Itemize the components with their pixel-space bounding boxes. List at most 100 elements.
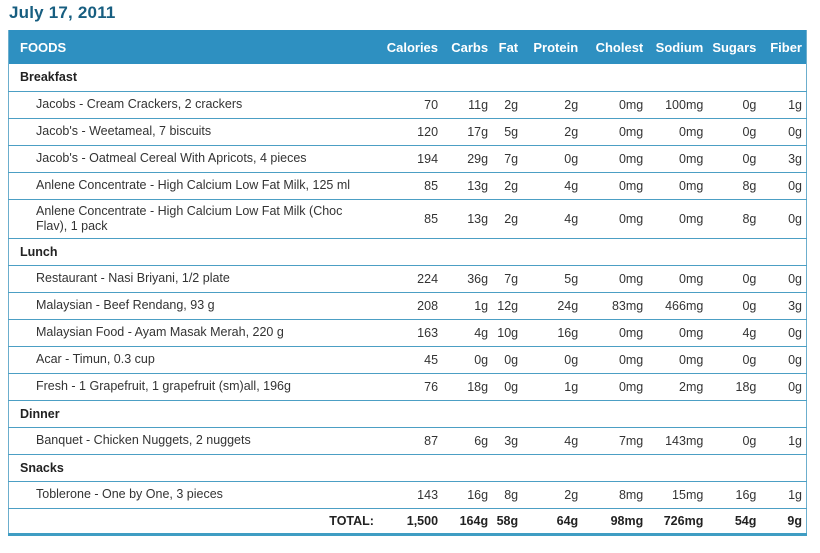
food-sodium: 143mg — [647, 427, 708, 455]
total-fat: 58g — [492, 508, 523, 536]
food-sugars: 0g — [707, 292, 761, 320]
food-protein: 0g — [522, 346, 583, 374]
food-fiber: 3g — [760, 292, 807, 320]
food-name: Malaysian Food - Ayam Masak Merah, 220 g — [8, 319, 378, 347]
food-protein: 5g — [522, 265, 583, 293]
food-name: Toblerone - One by One, 3 pieces — [8, 481, 378, 509]
food-row: Anlene Concentrate - High Calcium Low Fa… — [8, 172, 807, 200]
food-calories: 143 — [377, 481, 443, 509]
food-calories: 163 — [377, 319, 443, 347]
column-header-cholest: Cholest — [582, 30, 648, 64]
food-cholest: 8mg — [582, 481, 648, 509]
food-name: Jacobs - Cream Crackers, 2 crackers — [8, 91, 378, 119]
food-cholest: 0mg — [582, 145, 648, 173]
food-carbs: 16g — [442, 481, 493, 509]
food-cholest: 0mg — [582, 319, 648, 347]
food-calories: 85 — [377, 172, 443, 200]
total-calories: 1,500 — [377, 508, 443, 536]
food-calories: 70 — [377, 91, 443, 119]
column-header-calories: Calories — [377, 30, 443, 64]
food-carbs: 1g — [442, 292, 493, 320]
food-name: Fresh - 1 Grapefruit, 1 grapefruit (sm)a… — [8, 373, 378, 401]
food-sodium: 0mg — [647, 145, 708, 173]
food-cholest: 0mg — [582, 91, 648, 119]
food-sugars: 0g — [707, 91, 761, 119]
food-protein: 24g — [522, 292, 583, 320]
food-calories: 194 — [377, 145, 443, 173]
section-row-breakfast: Breakfast — [8, 64, 807, 92]
food-protein: 0g — [522, 145, 583, 173]
food-carbs: 4g — [442, 319, 493, 347]
food-name: Jacob's - Weetameal, 7 biscuits — [8, 118, 378, 146]
food-carbs: 6g — [442, 427, 493, 455]
food-row: Malaysian - Beef Rendang, 93 g 208 1g 12g 24… — [8, 292, 807, 320]
food-row: Fresh - 1 Grapefruit, 1 grapefruit (sm)a… — [8, 373, 807, 401]
food-fiber: 0g — [760, 373, 807, 401]
column-header-fiber: Fiber — [760, 30, 807, 64]
food-cholest: 0mg — [582, 118, 648, 146]
total-row: TOTAL: 1,500 164g 58g 64g 98mg 726mg 54g… — [8, 508, 807, 536]
food-protein: 2g — [522, 118, 583, 146]
food-row: Toblerone - One by One, 3 pieces 143 16g 8g… — [8, 481, 807, 509]
total-cholest: 98mg — [582, 508, 648, 536]
food-name: Acar - Timun, 0.3 cup — [8, 346, 378, 374]
food-carbs: 11g — [442, 91, 493, 119]
food-cholest: 0mg — [582, 373, 648, 401]
food-sugars: 8g — [707, 199, 761, 239]
date-title: July 17, 2011 — [9, 3, 116, 22]
food-name: Anlene Concentrate - High Calcium Low Fa… — [8, 199, 378, 239]
food-row: Acar - Timun, 0.3 cup 45 0g 0g 0g 0mg 0mg 0g 0g — [8, 346, 807, 374]
food-carbs: 29g — [442, 145, 493, 173]
food-carbs: 36g — [442, 265, 493, 293]
food-calories: 224 — [377, 265, 443, 293]
food-fiber: 3g — [760, 145, 807, 173]
food-cholest: 7mg — [582, 427, 648, 455]
food-protein: 1g — [522, 373, 583, 401]
food-sugars: 16g — [707, 481, 761, 509]
food-sodium: 100mg — [647, 91, 708, 119]
food-calories: 85 — [377, 199, 443, 239]
food-fat: 8g — [492, 481, 523, 509]
table-header-row: FOODS Calories Carbs Fat Protein Cholest… — [8, 30, 807, 64]
total-protein: 64g — [522, 508, 583, 536]
section-row-snacks: Snacks — [8, 454, 807, 482]
food-calories: 76 — [377, 373, 443, 401]
food-fiber: 0g — [760, 172, 807, 200]
food-cholest: 0mg — [582, 199, 648, 239]
food-sodium: 0mg — [647, 199, 708, 239]
food-fiber: 0g — [760, 199, 807, 239]
food-cholest: 0mg — [582, 265, 648, 293]
food-fiber: 0g — [760, 265, 807, 293]
food-protein: 4g — [522, 199, 583, 239]
section-name: Dinner — [8, 400, 807, 428]
food-name: Malaysian - Beef Rendang, 93 g — [8, 292, 378, 320]
food-sugars: 0g — [707, 265, 761, 293]
food-row: Jacob's - Oatmeal Cereal With Apricots, … — [8, 145, 807, 173]
column-header-foods: FOODS — [8, 30, 378, 64]
section-name: Snacks — [8, 454, 807, 482]
column-header-protein: Protein — [522, 30, 583, 64]
food-fiber: 1g — [760, 481, 807, 509]
food-sodium: 0mg — [647, 346, 708, 374]
total-sodium: 726mg — [647, 508, 708, 536]
food-name: Banquet - Chicken Nuggets, 2 nuggets — [8, 427, 378, 455]
section-row-lunch: Lunch — [8, 238, 807, 266]
food-calories: 87 — [377, 427, 443, 455]
food-cholest: 83mg — [582, 292, 648, 320]
food-cholest: 0mg — [582, 172, 648, 200]
food-sodium: 15mg — [647, 481, 708, 509]
food-sodium: 0mg — [647, 118, 708, 146]
food-row: Anlene Concentrate - High Calcium Low Fa… — [8, 199, 807, 239]
food-fat: 0g — [492, 346, 523, 374]
food-protein: 2g — [522, 91, 583, 119]
total-label: TOTAL: — [8, 508, 378, 536]
food-fiber: 0g — [760, 118, 807, 146]
food-sodium: 466mg — [647, 292, 708, 320]
column-header-fat: Fat — [492, 30, 523, 64]
food-protein: 4g — [522, 172, 583, 200]
section-name: Lunch — [8, 238, 807, 266]
column-header-sugars: Sugars — [707, 30, 761, 64]
food-carbs: 17g — [442, 118, 493, 146]
food-row: Jacobs - Cream Crackers, 2 crackers 70 11g… — [8, 91, 807, 119]
total-carbs: 164g — [442, 508, 493, 536]
